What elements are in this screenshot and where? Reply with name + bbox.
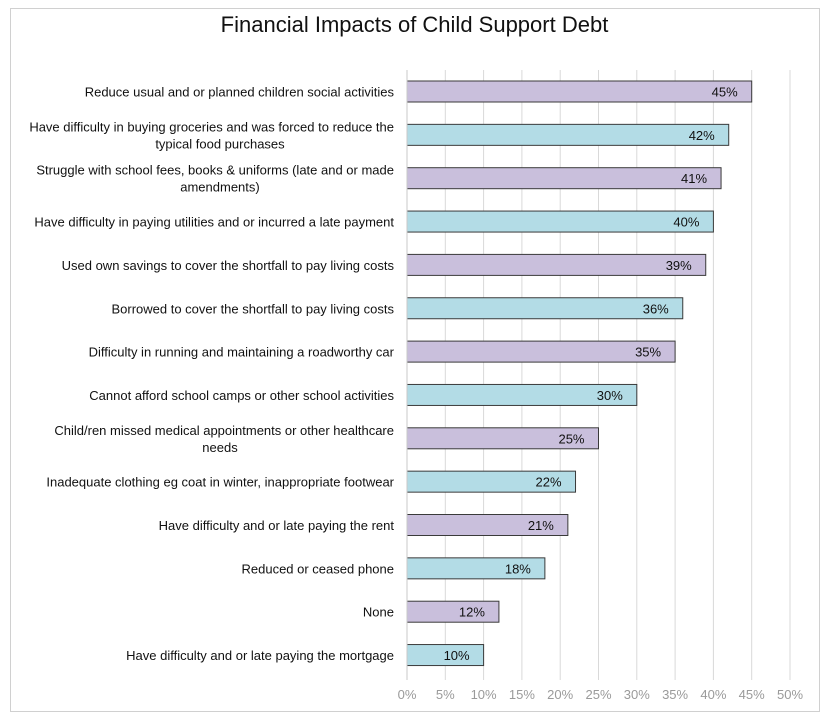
category-label: Have difficulty and or late paying the r… [159, 518, 395, 533]
x-tick-label: 30% [624, 687, 650, 702]
category-label: Difficulty in running and maintaining a … [89, 345, 395, 360]
category-label: Borrowed to cover the shortfall to pay l… [111, 301, 394, 316]
x-tick-label: 0% [398, 687, 417, 702]
data-label: 10% [444, 648, 470, 663]
data-label: 42% [689, 128, 715, 143]
data-label: 35% [635, 345, 661, 360]
data-label: 18% [505, 561, 531, 576]
x-tick-label: 20% [547, 687, 573, 702]
category-label: needs [202, 440, 238, 455]
x-tick-label: 25% [585, 687, 611, 702]
category-label: Cannot afford school camps or other scho… [89, 388, 394, 403]
data-label: 40% [673, 215, 699, 230]
category-label: Reduced or ceased phone [241, 561, 394, 576]
chart-title: Financial Impacts of Child Support Debt [220, 12, 609, 37]
x-tick-label: 15% [509, 687, 535, 702]
x-tick-label: 5% [436, 687, 455, 702]
category-label: Used own savings to cover the shortfall … [62, 258, 395, 273]
data-label: 41% [681, 171, 707, 186]
x-tick-label: 45% [739, 687, 765, 702]
data-label: 45% [712, 85, 738, 100]
bar [406, 600, 500, 623]
data-label: 22% [535, 475, 561, 490]
bar [406, 253, 707, 276]
category-label: typical food purchases [155, 136, 285, 151]
bar [406, 80, 753, 103]
bar [406, 297, 684, 320]
x-tick-label: 50% [777, 687, 803, 702]
data-label: 30% [597, 388, 623, 403]
category-label: Have difficulty in buying groceries and … [29, 119, 394, 134]
category-label: Struggle with school fees, books & unifo… [36, 163, 394, 178]
x-tick-label: 10% [471, 687, 497, 702]
x-tick-label: 40% [700, 687, 726, 702]
category-label: None [363, 605, 394, 620]
bar [406, 167, 722, 190]
data-label: 25% [558, 431, 584, 446]
category-label: Have difficulty in paying utilities and … [34, 215, 394, 230]
category-label: Have difficulty and or late paying the m… [126, 648, 394, 663]
category-label: Inadequate clothing eg coat in winter, i… [46, 475, 394, 490]
bar [406, 210, 714, 233]
data-label: 12% [459, 605, 485, 620]
category-label: Reduce usual and or planned children soc… [85, 85, 395, 100]
data-label: 39% [666, 258, 692, 273]
bar [406, 123, 730, 146]
data-label: 21% [528, 518, 554, 533]
category-label: Child/ren missed medical appointments or… [54, 423, 394, 438]
x-tick-label: 35% [662, 687, 688, 702]
data-label: 36% [643, 301, 669, 316]
category-label: amendments) [180, 180, 259, 195]
